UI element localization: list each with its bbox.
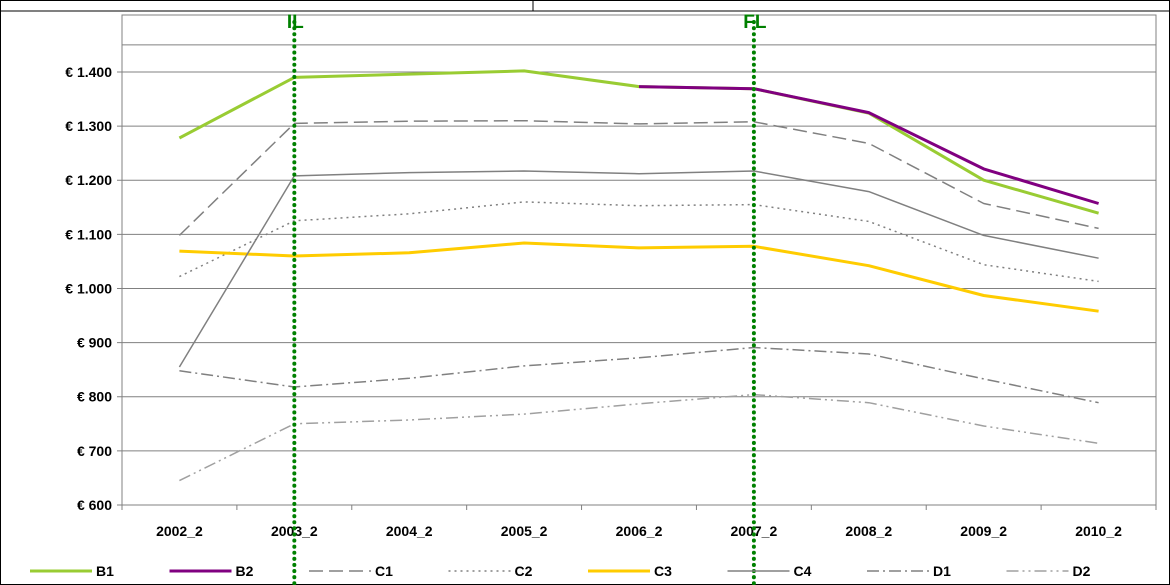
y-tick-label: € 600: [77, 497, 112, 513]
y-tick-label: € 1.300: [65, 118, 112, 134]
series-line-d1: [179, 346, 1099, 404]
y-tick-label: € 1.200: [65, 172, 112, 188]
legend-label-d1: D1: [933, 563, 951, 579]
series-line-d2: [179, 393, 1099, 482]
legend-label-b1: B1: [96, 563, 114, 579]
y-tick-label: € 700: [77, 443, 112, 459]
x-tick-label: 2007_2: [731, 523, 778, 539]
x-tick-label: 2004_2: [386, 523, 433, 539]
legend-label-c2: C2: [515, 563, 533, 579]
x-tick-label: 2005_2: [501, 523, 548, 539]
marker-label-il: IL: [287, 12, 304, 33]
vertical-markers: IL FL: [287, 12, 767, 585]
y-tick-label: € 1.000: [65, 280, 112, 296]
legend-label-d2: D2: [1073, 563, 1091, 579]
y-tick-label: € 900: [77, 335, 112, 351]
legend-label-c3: C3: [654, 563, 672, 579]
legend-label-b2: B2: [236, 563, 254, 579]
series-line-c1: [178, 119, 1099, 236]
x-tick-label: 2009_2: [960, 523, 1007, 539]
y-tick-label: € 1.400: [65, 64, 112, 80]
legend-label-c4: C4: [794, 563, 812, 579]
series-line-c3: [179, 241, 1099, 313]
x-tick-label: 2010_2: [1075, 523, 1122, 539]
series-lines: [178, 69, 1100, 482]
marker-label-fl: FL: [743, 12, 767, 33]
series-line-b2: [638, 85, 1100, 205]
plot-area: [121, 14, 1157, 506]
legend: B1 B2 C1 C2 C3 C4 D1 D2: [30, 563, 1091, 579]
x-axis-ticks: 2002_2 2003_2 2004_2 2005_2 2006_2 2007_2 2008…: [121, 505, 1157, 539]
series-line-c2: [179, 201, 1099, 283]
series-line-c4: [178, 170, 1099, 368]
legend-label-c1: C1: [375, 563, 393, 579]
x-tick-label: 2008_2: [845, 523, 892, 539]
y-tick-label: € 1.100: [65, 226, 112, 242]
x-tick-label: 2003_2: [271, 523, 318, 539]
y-axis-ticks: € 600 € 700 € 800 € 900 € 1.000 € 1.100 € 1.20…: [65, 64, 112, 513]
y-tick-label: € 800: [77, 389, 112, 405]
grid-lines: [117, 44, 1156, 506]
x-tick-label: 2006_2: [616, 523, 663, 539]
x-tick-label: 2002_2: [156, 523, 203, 539]
